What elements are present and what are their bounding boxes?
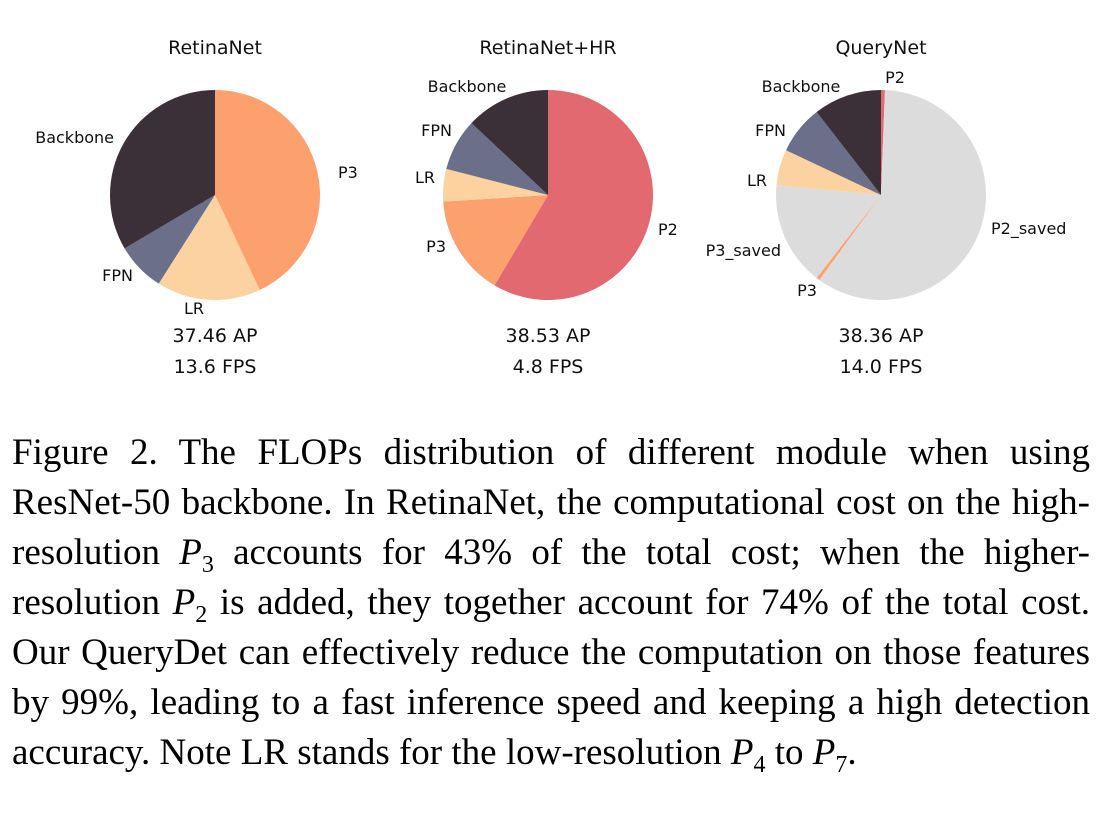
slice-label-p2: P2: [885, 68, 905, 87]
pie-slice-fpn: [785, 112, 881, 195]
fps-value: 13.6 FPS: [174, 356, 257, 378]
pie-charts: P3 LR FPN Backbone RetinaNet 37.46 AP 13.6 FPS…: [35, 37, 1067, 378]
pie-slice-backbone: [816, 90, 881, 195]
fps-value: 4.8 FPS: [513, 356, 584, 378]
chart-title: RetinaNet+HR: [479, 37, 616, 59]
subscript: 3: [201, 552, 214, 578]
slice-label-p3-saved: P3_saved: [706, 241, 781, 261]
pie-slice-p3-saved: [776, 185, 881, 278]
slice-label-p3: P3: [338, 163, 358, 182]
slice-label-p2-saved: P2_saved: [991, 219, 1066, 239]
pie-slice-p3: [443, 195, 548, 286]
subscript: 7: [835, 752, 848, 778]
subscript: 4: [753, 752, 766, 778]
pie-slice-p2-saved: [819, 90, 986, 300]
math-symbol: P: [812, 732, 836, 773]
caption-text: to: [765, 732, 813, 773]
slice-label-backbone: Backbone: [762, 77, 841, 96]
caption-text: .: [847, 732, 857, 773]
pie-slice-p2: [494, 90, 653, 300]
slice-label-lr: LR: [415, 168, 435, 187]
pie-chart-retinanet: P3 LR FPN Backbone RetinaNet 37.46 AP 13.6 FPS: [35, 37, 358, 378]
slice-label-lr: LR: [747, 171, 767, 190]
slice-label-backbone: Backbone: [428, 77, 507, 96]
pie-slice-backbone: [471, 90, 548, 195]
caption-text: is added, they together account for 74% …: [12, 582, 1091, 773]
slice-label-p3: P3: [797, 281, 817, 300]
pie-slice-fpn: [446, 123, 548, 195]
pie-slice-p3: [215, 90, 321, 291]
math-symbol: P: [179, 532, 202, 573]
pie-slice-lr: [158, 195, 260, 301]
slice-label-backbone: Backbone: [35, 128, 114, 147]
slice-label-lr: LR: [184, 299, 204, 318]
pie-slice-lr: [776, 150, 881, 195]
slice-label-fpn: FPN: [421, 121, 452, 140]
pie-slice-lr: [443, 168, 548, 202]
ap-score: 38.36 AP: [839, 325, 924, 347]
math-symbol: P: [172, 582, 196, 623]
caption-text: accounts for 43% of the total cost; when…: [12, 532, 1090, 623]
math-symbol: P: [730, 732, 754, 773]
slice-label-p2: P2: [658, 220, 678, 239]
slice-label-fpn: FPN: [755, 121, 786, 140]
figure-caption: Figure 2. The FLOPs distribution of diff…: [12, 428, 1090, 778]
ap-score: 37.46 AP: [173, 325, 258, 347]
pie-chart-retinanet-hr: P2 P3 LR FPN Backbone RetinaNet+HR 38.53 AP 4.8…: [415, 37, 678, 378]
slice-label-fpn: FPN: [102, 266, 133, 285]
fps-value: 14.0 FPS: [840, 356, 923, 378]
caption-text: Figure 2. The FLOPs distribution of diff…: [12, 432, 1090, 573]
pie-slice-p3: [816, 195, 881, 280]
pie-slice-backbone: [109, 90, 215, 249]
chart-title: RetinaNet: [168, 37, 262, 59]
pie-slice-p2: [881, 89, 885, 195]
pie-slice-fpn: [124, 195, 215, 284]
pie-chart-querynet: P2 P2_saved P3 P3_saved LR FPN Backbone QueryNe…: [706, 37, 1067, 378]
slice-label-p3: P3: [426, 237, 446, 256]
ap-score: 38.53 AP: [506, 325, 591, 347]
subscript: 2: [195, 602, 208, 628]
chart-title: QueryNet: [835, 37, 926, 59]
